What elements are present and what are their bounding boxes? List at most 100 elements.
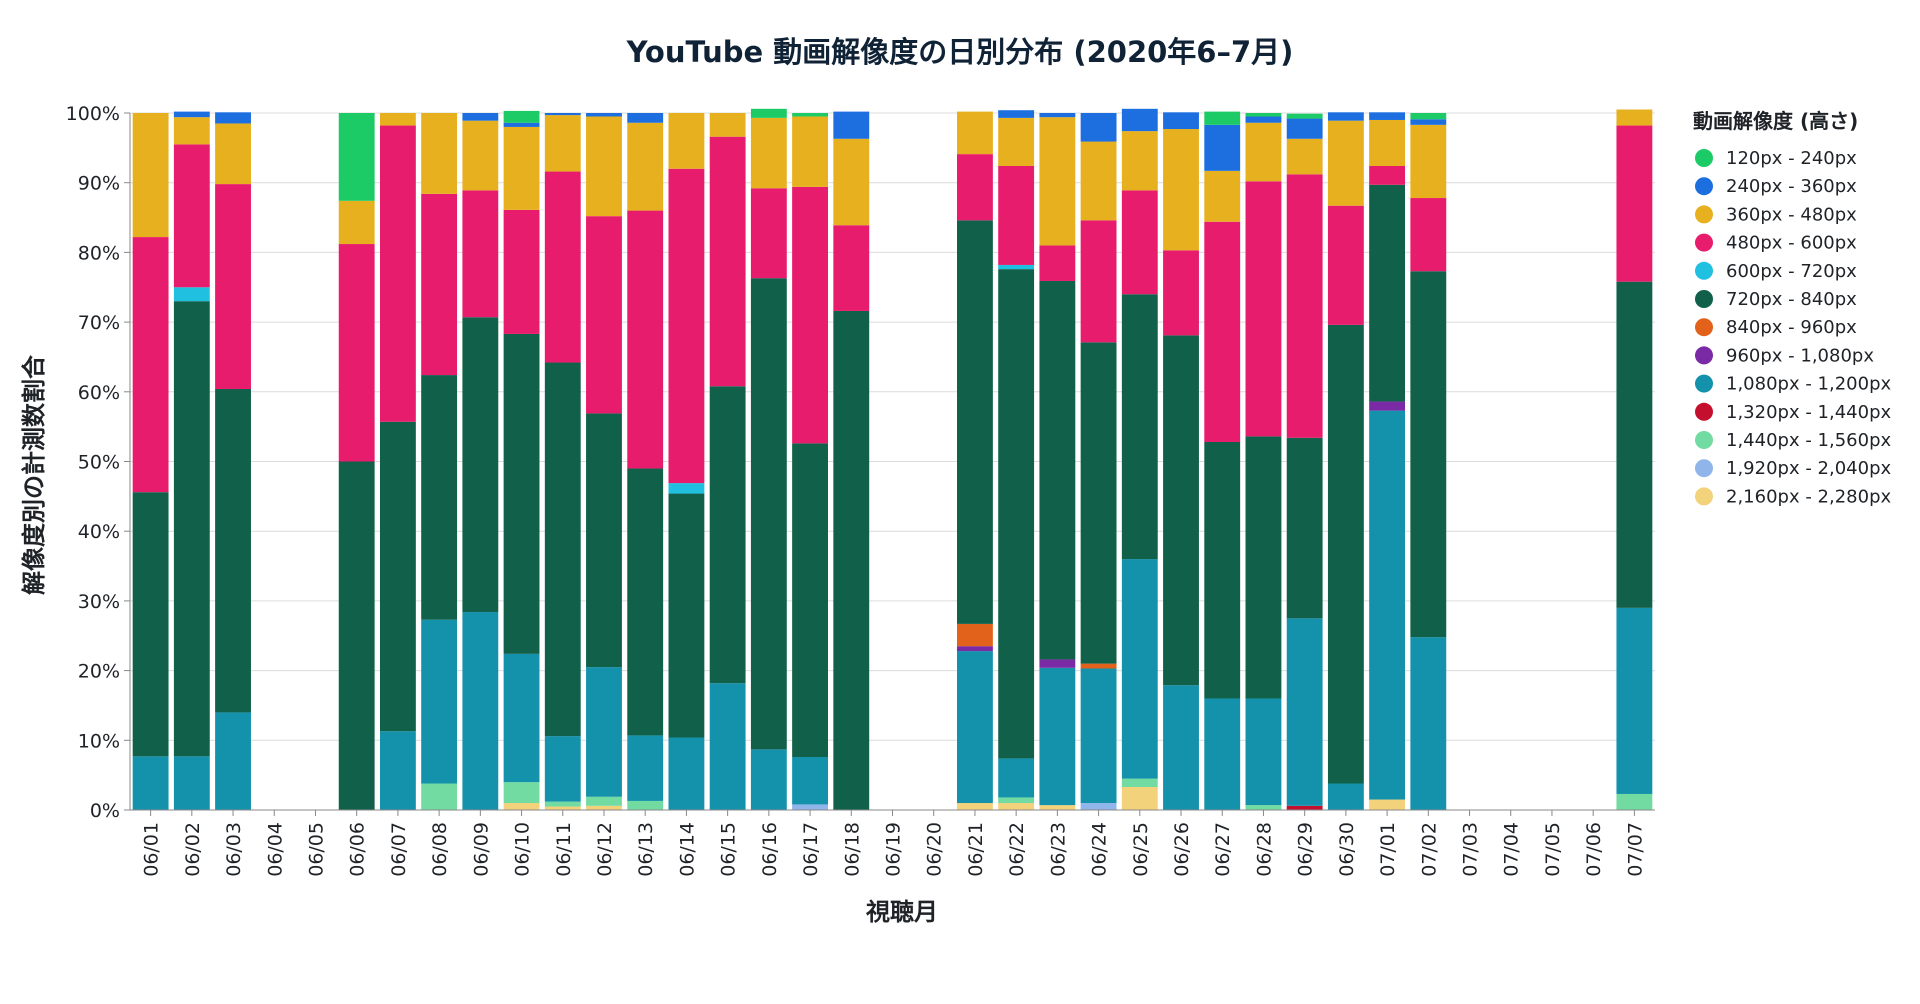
bar-segment: [462, 120, 499, 191]
x-tick-label: 06/03: [223, 822, 245, 877]
bar-segment: [1327, 112, 1364, 121]
bar-segment: [503, 126, 540, 210]
y-tick-label: 0%: [90, 800, 120, 822]
legend-swatch: [1695, 487, 1713, 506]
legend-swatch: [1695, 346, 1713, 365]
bar-segment: [338, 113, 375, 201]
bar-segment: [1286, 118, 1323, 139]
y-tick-label: 60%: [78, 382, 120, 404]
bar-segment: [1121, 190, 1158, 295]
bar-segment: [627, 113, 664, 123]
bar-segment: [1245, 113, 1282, 117]
bar-segment: [379, 113, 416, 126]
bar-segment: [1369, 410, 1406, 800]
bar-segment: [1163, 112, 1199, 130]
bar-segment: [215, 712, 251, 810]
legend-label: 840px - 960px: [1726, 317, 1857, 338]
y-tick-label: 10%: [78, 730, 120, 752]
bar-segment: [503, 209, 540, 334]
legend-swatch: [1695, 149, 1713, 167]
y-axis-title: 解像度別の計測数割合: [20, 354, 48, 595]
bar-segment: [1121, 131, 1158, 191]
bar-segment: [998, 803, 1035, 810]
bar-segment: [586, 216, 622, 414]
bar-segment: [1080, 342, 1117, 664]
bar-segment: [1039, 113, 1076, 118]
y-tick-label: 40%: [78, 521, 120, 543]
bar-segment: [750, 108, 787, 118]
x-tick-label: 07/04: [1501, 822, 1523, 877]
bar-segment: [668, 737, 705, 810]
bar-segment: [503, 803, 540, 810]
bar-segment: [1327, 324, 1364, 784]
legend-swatch: [1695, 177, 1713, 196]
bar-segment: [1410, 637, 1447, 810]
legend-label: 360px - 480px: [1726, 204, 1857, 225]
x-tick-label: 06/23: [1047, 822, 1069, 877]
x-tick-label: 06/08: [429, 822, 451, 877]
bar-segment: [709, 386, 746, 684]
bar-segment: [132, 113, 169, 238]
bar-segment: [503, 782, 540, 804]
bar-segment: [1245, 122, 1282, 182]
bar-segment: [957, 651, 993, 804]
bar-segment: [750, 749, 787, 810]
legend-swatch: [1695, 431, 1713, 449]
bar-segment: [338, 244, 375, 462]
bar-segment: [833, 111, 870, 139]
x-tick-label: 06/11: [553, 822, 575, 877]
x-tick-label: 06/24: [1089, 822, 1111, 877]
bar-segment: [462, 317, 499, 613]
bar-segment: [750, 188, 787, 279]
bar-segment: [1121, 559, 1158, 779]
legend-swatch: [1695, 318, 1713, 337]
bar-segment: [709, 683, 746, 810]
bar-segment: [1286, 437, 1323, 619]
bar-segment: [957, 220, 993, 624]
bar-segment: [833, 310, 870, 810]
bar-segment: [1327, 120, 1364, 206]
bar-segment: [750, 117, 787, 189]
legend-label: 1,080px - 1,200px: [1726, 374, 1892, 395]
legend-title: 動画解像度 (高さ): [1693, 109, 1858, 133]
bar-segment: [421, 783, 458, 810]
bar-segment: [1286, 113, 1323, 119]
bar-segment: [173, 117, 210, 145]
x-tick-label: 06/21: [965, 822, 987, 877]
bar-segment: [586, 805, 622, 810]
legend-label: 1,440px - 1,560px: [1726, 430, 1892, 451]
bar-segment: [709, 113, 746, 137]
bar-segment: [1204, 111, 1241, 125]
bar-segment: [379, 731, 416, 810]
bar-segment: [503, 110, 540, 123]
bar-segment: [1163, 250, 1199, 336]
legend-swatch: [1695, 233, 1713, 252]
bar-segment: [1286, 174, 1323, 438]
bar-segment: [544, 113, 581, 116]
bar-segment: [379, 421, 416, 732]
bar-segment: [1080, 220, 1117, 343]
bar-segment: [668, 168, 705, 484]
x-tick-label: 06/15: [718, 822, 740, 877]
bar-segment: [1121, 294, 1158, 560]
bar-segment: [1039, 117, 1076, 246]
bars: [132, 108, 1653, 810]
bar-segment: [1163, 685, 1199, 810]
x-tick-label: 06/20: [924, 822, 946, 877]
bar-segment: [1163, 129, 1199, 251]
bar-segment: [215, 112, 251, 124]
bar-segment: [668, 483, 705, 494]
x-tick-label: 06/14: [676, 822, 698, 877]
bar-segment: [998, 264, 1035, 270]
bar-segment: [1616, 125, 1653, 282]
bar-segment: [1369, 112, 1406, 120]
legend-label: 960px - 1,080px: [1726, 345, 1874, 366]
bar-segment: [998, 797, 1035, 804]
bar-segment: [1286, 805, 1323, 810]
bar-segment: [1080, 803, 1117, 810]
bar-segment: [173, 144, 210, 288]
bar-segment: [792, 113, 828, 117]
legend-swatch: [1695, 402, 1713, 421]
